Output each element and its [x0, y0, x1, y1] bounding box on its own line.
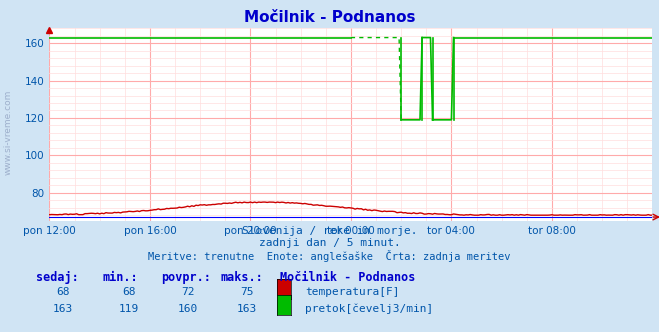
Text: 119: 119	[119, 304, 138, 314]
Text: pretok[čevelj3/min]: pretok[čevelj3/min]	[305, 304, 434, 314]
Text: www.si-vreme.com: www.si-vreme.com	[3, 90, 13, 176]
Text: Slovenija / reke in morje.: Slovenija / reke in morje.	[242, 226, 417, 236]
Text: 72: 72	[181, 287, 194, 297]
Text: 163: 163	[237, 304, 257, 314]
Text: 68: 68	[122, 287, 135, 297]
Text: Meritve: trenutne  Enote: anglešaške  Črta: zadnja meritev: Meritve: trenutne Enote: anglešaške Črta…	[148, 250, 511, 262]
Text: temperatura[F]: temperatura[F]	[305, 287, 399, 297]
Text: min.:: min.:	[102, 271, 138, 284]
Text: 160: 160	[178, 304, 198, 314]
Text: sedaj:: sedaj:	[36, 271, 79, 284]
Text: Močilnik - Podnanos: Močilnik - Podnanos	[244, 10, 415, 25]
Text: 68: 68	[56, 287, 69, 297]
Text: 163: 163	[53, 304, 72, 314]
Text: povpr.:: povpr.:	[161, 271, 212, 284]
Text: 75: 75	[241, 287, 254, 297]
Text: maks.:: maks.:	[221, 271, 264, 284]
Text: Močilnik - Podnanos: Močilnik - Podnanos	[280, 271, 415, 284]
Text: zadnji dan / 5 minut.: zadnji dan / 5 minut.	[258, 238, 401, 248]
